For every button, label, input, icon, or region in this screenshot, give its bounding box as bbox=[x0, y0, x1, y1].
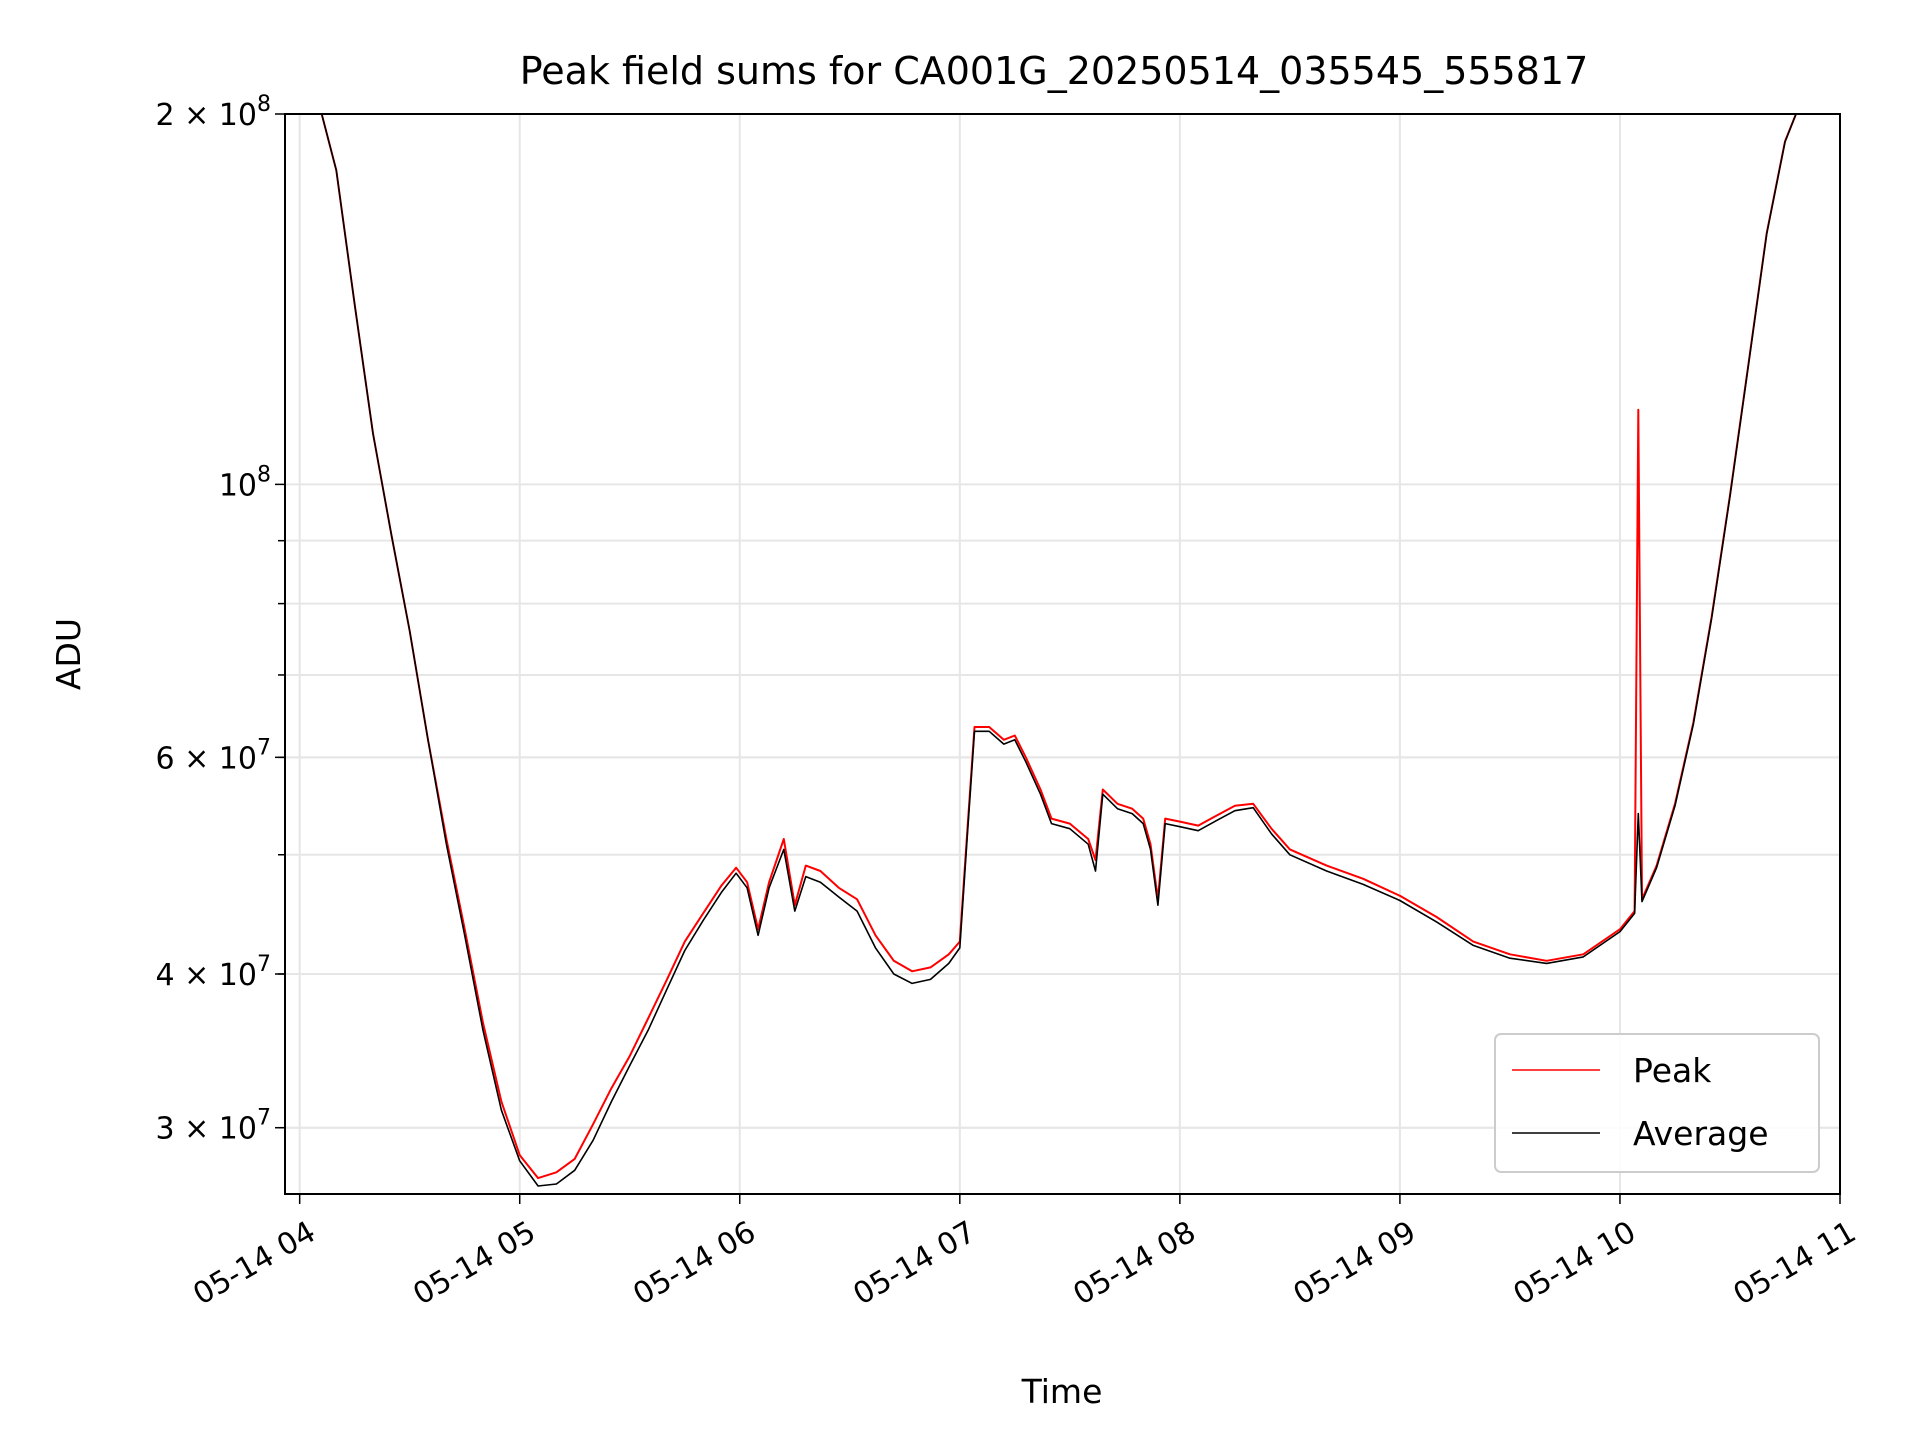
legend-box bbox=[1494, 1033, 1820, 1173]
series-line-peak bbox=[285, 114, 1840, 1180]
legend-label-average: Average bbox=[1633, 1114, 1769, 1153]
x-axis-label: Time bbox=[1021, 1372, 1103, 1411]
legend-label-peak: Peak bbox=[1633, 1051, 1712, 1090]
y-axis: 2 × 108 108 6 × 107 4 × 107 3 × 107 bbox=[156, 92, 285, 1147]
chart-title: Peak field sums for CA001G_20250514_0355… bbox=[520, 49, 1589, 93]
y-tick-label: 3 × 107 bbox=[156, 1106, 271, 1147]
y-tick-label: 6 × 107 bbox=[156, 735, 271, 776]
y-axis-label: ADU bbox=[49, 618, 88, 690]
plot-frame bbox=[284, 113, 1841, 1195]
series-line-average bbox=[285, 114, 1840, 1187]
legend: Peak Average bbox=[1494, 1033, 1820, 1173]
y-tick-label: 4 × 107 bbox=[156, 952, 271, 993]
y-tick-label: 108 bbox=[219, 462, 271, 503]
series-layer bbox=[285, 114, 1840, 1187]
plot-area bbox=[285, 114, 1840, 1187]
y-tick-label: 2 × 108 bbox=[156, 92, 271, 133]
